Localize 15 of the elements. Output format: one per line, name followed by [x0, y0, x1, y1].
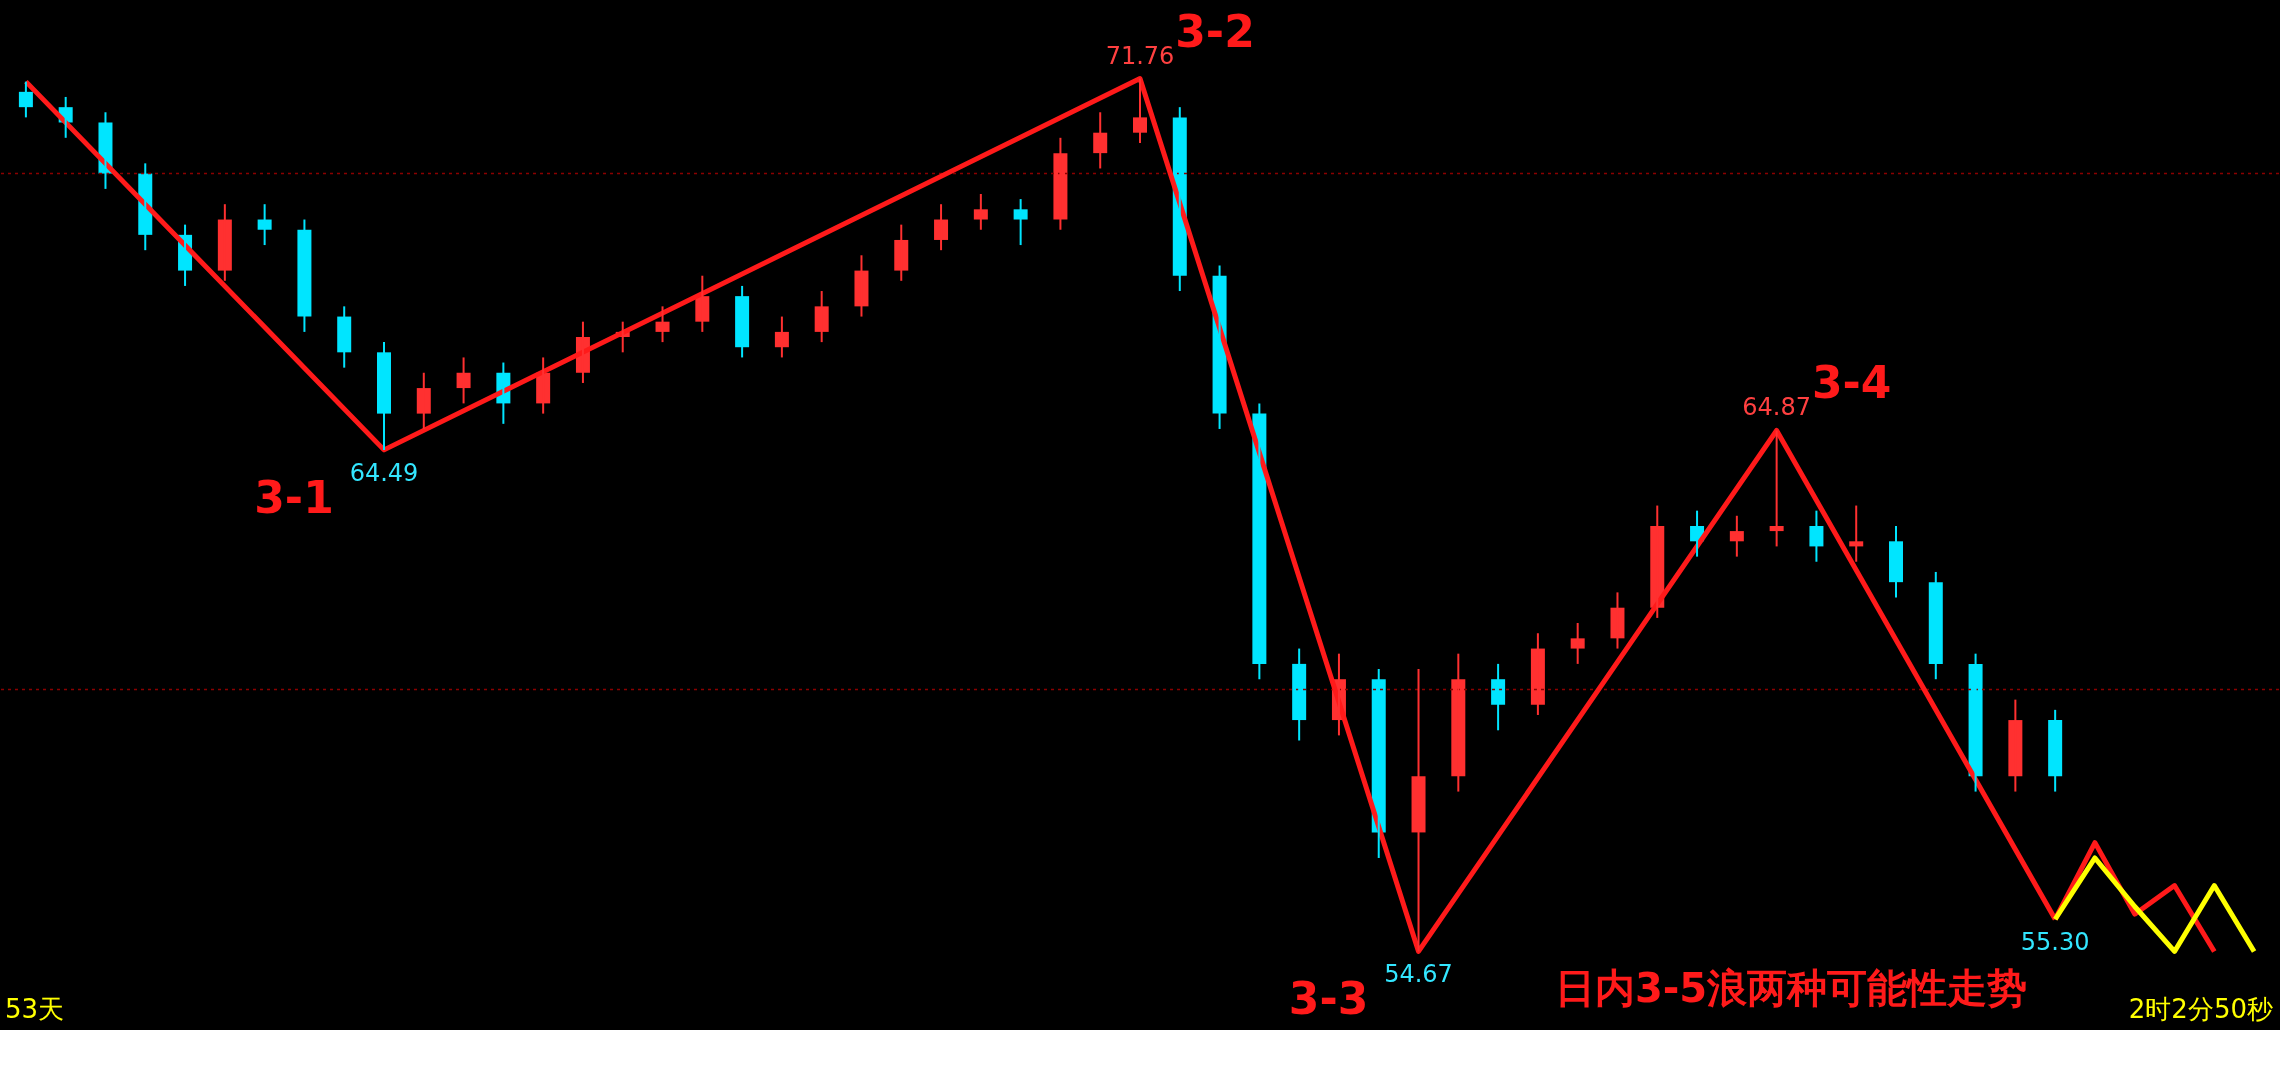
data-label: 64.49: [349, 458, 419, 487]
candlestick: [1570, 622, 1585, 665]
text: 3-2: [1175, 5, 1255, 57]
data-label: 54.67: [1384, 960, 1453, 989]
data-label: 64.87: [1742, 393, 1811, 422]
text: 日内3-5浪两种可能性走势: [1554, 965, 2028, 1011]
candlestick: [973, 192, 988, 231]
text: 53天: [5, 994, 65, 1024]
data-label: 55.30: [2020, 928, 2090, 957]
annotation: 3-1: [254, 471, 334, 523]
text: 2时2分50秒: [2128, 994, 2273, 1024]
data-label: 71.76: [1105, 41, 1175, 70]
text: 3-3: [1288, 973, 1369, 1025]
candlestick: [1013, 198, 1028, 247]
annotation: 3-4: [1811, 357, 1892, 409]
